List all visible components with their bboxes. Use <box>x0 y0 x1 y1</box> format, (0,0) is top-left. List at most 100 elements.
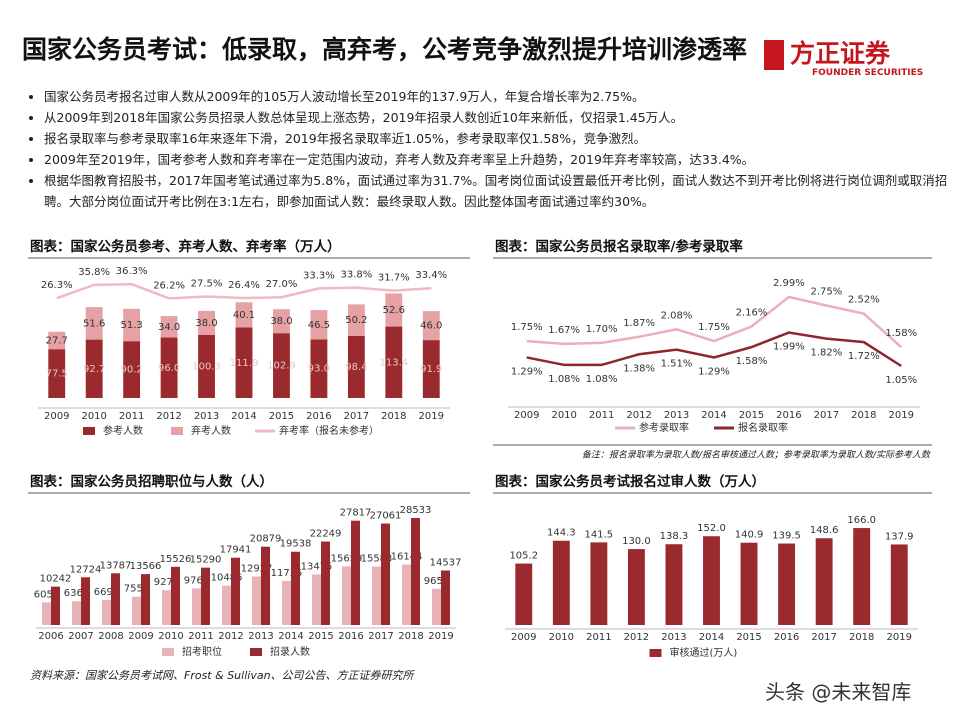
x-tick-label: 2017 <box>811 632 836 643</box>
x-tick-label: 2011 <box>586 632 611 643</box>
x-tick-label: 2010 <box>551 410 576 421</box>
watermark: 头条 @未来智库 <box>765 680 912 704</box>
data-label: 12927 <box>241 564 273 575</box>
bar <box>342 566 351 625</box>
x-tick-label: 2006 <box>38 631 63 642</box>
x-tick-label: 2012 <box>624 632 649 643</box>
x-tick-label: 2010 <box>81 411 106 422</box>
bar <box>231 557 240 625</box>
data-label: 1.05% <box>885 375 917 386</box>
bar <box>347 336 365 398</box>
data-label: 38.0 <box>195 318 217 329</box>
data-label: 152.0 <box>697 523 726 534</box>
bar <box>347 304 365 337</box>
bar <box>235 302 253 328</box>
legend-label: 报名录取率 <box>738 421 788 434</box>
bar <box>201 567 210 625</box>
data-label: 15583 <box>361 554 393 565</box>
data-label: 38.0 <box>270 316 292 327</box>
data-label: 1.08% <box>586 374 618 385</box>
legend-label: 弃考人数 <box>191 424 231 437</box>
data-label: 13566 <box>130 561 162 572</box>
data-label: 92.7 <box>83 364 105 375</box>
data-label: 141.5 <box>585 529 614 540</box>
x-tick-label: 2018 <box>851 410 876 421</box>
bar <box>590 542 608 625</box>
x-tick-label: 2017 <box>344 411 369 422</box>
bar <box>160 337 178 398</box>
bar <box>627 549 645 625</box>
chart-title: 图表：国家公务员报名录取率/参考录取率 <box>495 238 743 255</box>
data-label: 40.1 <box>233 310 255 321</box>
bar <box>132 596 141 625</box>
bar <box>141 574 150 625</box>
x-tick-label: 2018 <box>398 631 423 642</box>
bullet: 报名录取率与参考录取率16年来逐年下滑，2019年报名录取率近1.05%，参考录… <box>44 128 960 149</box>
bar <box>422 311 440 341</box>
bar <box>515 563 533 625</box>
source: 资料来源：国家公务员考试网、Frost & Sullivan、公司公告、方正证券… <box>30 669 414 682</box>
x-tick-label: 2009 <box>511 632 536 643</box>
bar <box>273 309 290 334</box>
x-tick-label: 2008 <box>98 631 123 642</box>
x-tick-label: 2019 <box>419 411 444 422</box>
legend-swatch <box>171 427 183 435</box>
bar <box>123 308 141 342</box>
bar <box>222 585 231 625</box>
x-tick-label: 2017 <box>814 410 839 421</box>
data-label: 1.67% <box>548 325 580 336</box>
x-tick-label: 2013 <box>664 410 689 421</box>
x-tick-label: 2016 <box>776 410 801 421</box>
data-label: 2.16% <box>736 307 768 318</box>
data-label: 77.5 <box>46 369 68 380</box>
bar <box>411 518 420 625</box>
data-label: 148.6 <box>810 525 839 536</box>
bar <box>48 349 66 398</box>
data-label: 34.0 <box>158 322 180 333</box>
legend-swatch <box>162 648 174 656</box>
bullet: 从2009年到2018年国家公务员招录人数总体呈现上涨态势，2019年招录人数创… <box>44 107 960 128</box>
data-label: 51.3 <box>121 320 143 331</box>
bar <box>192 588 201 625</box>
data-label: 26.2% <box>153 280 185 291</box>
data-label: 111.9 <box>230 358 259 369</box>
bar <box>310 339 328 398</box>
logo-icon <box>764 40 784 70</box>
data-label: 1.75% <box>698 322 730 333</box>
x-tick-label: 2010 <box>158 631 183 642</box>
x-tick-label: 2009 <box>514 410 539 421</box>
data-label: 26.3% <box>41 280 73 291</box>
data-label: 33.3% <box>303 270 335 281</box>
bar <box>441 570 450 625</box>
data-label: 15290 <box>190 555 222 566</box>
data-label: 20879 <box>250 534 282 545</box>
bar <box>48 331 66 350</box>
data-label: 35.8% <box>78 267 110 278</box>
data-label: 138.3 <box>660 531 689 542</box>
data-label: 1.29% <box>511 366 543 377</box>
bar <box>160 316 178 338</box>
bar <box>422 340 440 398</box>
data-label: 1.87% <box>623 318 655 329</box>
data-label: 33.8% <box>340 270 372 281</box>
bar <box>252 576 261 625</box>
data-label: 6691 <box>94 587 119 598</box>
bar <box>740 542 758 625</box>
x-tick-label: 2012 <box>626 410 651 421</box>
bar <box>171 566 180 625</box>
bar <box>815 538 833 625</box>
x-tick-label: 2014 <box>231 411 256 422</box>
line-series <box>526 295 903 349</box>
x-tick-label: 2019 <box>887 632 912 643</box>
bar <box>372 566 381 625</box>
bar <box>351 520 360 625</box>
data-label: 9275 <box>154 577 179 588</box>
data-label: 1.72% <box>848 351 880 362</box>
bar <box>198 310 215 335</box>
x-tick-label: 2019 <box>889 410 914 421</box>
x-tick-label: 2014 <box>701 410 726 421</box>
data-label: 13787 <box>100 560 132 571</box>
chart-title: 图表：国家公务员招聘职位与人数（人） <box>30 473 273 490</box>
data-label: 16144 <box>391 551 423 562</box>
chart-note: 备注：报名录取率为录取人数/报名审核通过人数；参考录取率为录取人数/实际参考人数 <box>582 450 931 461</box>
